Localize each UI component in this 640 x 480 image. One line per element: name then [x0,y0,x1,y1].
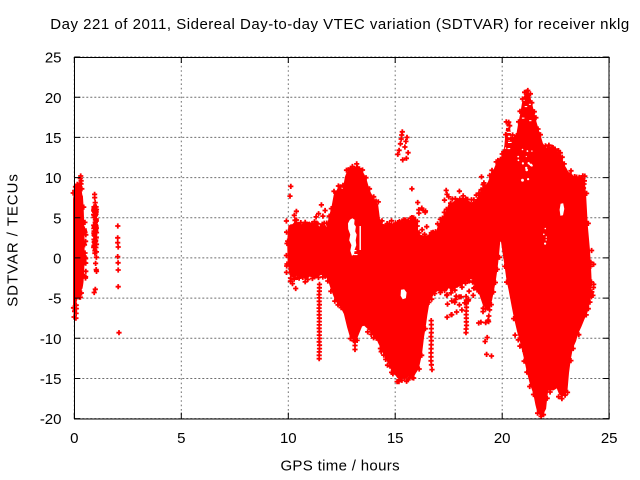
svg-text:20: 20 [494,430,511,447]
svg-text:-5: -5 [48,291,61,308]
svg-text:25: 25 [601,430,618,447]
svg-text:20: 20 [45,90,62,107]
svg-text:15: 15 [387,430,404,447]
svg-text:5: 5 [53,210,61,227]
svg-text:SDTVAR / TECUs: SDTVAR / TECUs [5,173,22,307]
svg-text:5: 5 [177,430,185,447]
svg-text:-20: -20 [40,411,62,428]
svg-text:10: 10 [45,170,62,187]
svg-text:-10: -10 [40,331,62,348]
svg-text:25: 25 [45,50,62,67]
svg-text:-15: -15 [40,371,62,388]
svg-text:10: 10 [280,430,297,447]
svg-text:0: 0 [53,251,61,268]
svg-text:GPS time / hours: GPS time / hours [280,458,400,475]
svg-text:Day 221 of 2011, Sidereal Day-: Day 221 of 2011, Sidereal Day-to-day VTE… [50,16,629,33]
svg-text:0: 0 [70,430,78,447]
svg-text:15: 15 [45,130,62,147]
